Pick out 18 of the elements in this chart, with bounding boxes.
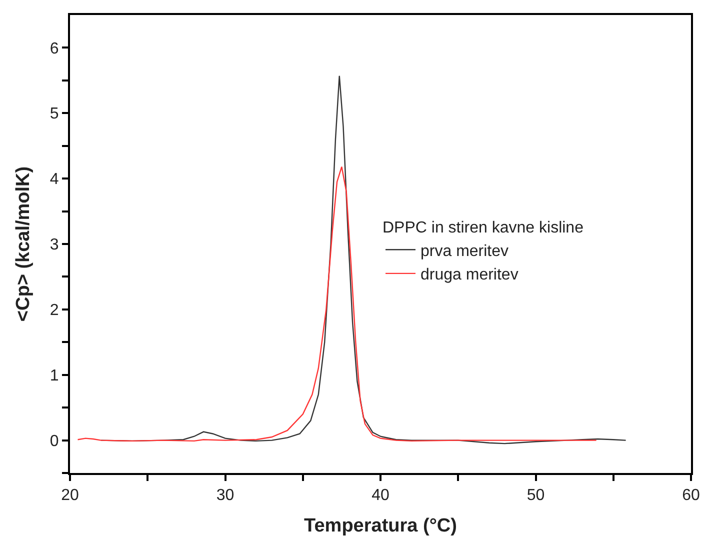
x-tick-label: 30 (216, 487, 234, 504)
legend-title: DPPC in stiren kavne kisline (382, 220, 584, 237)
y-tick-label: 2 (50, 302, 59, 320)
y-tick-label: 1 (50, 367, 59, 384)
y-tick-label: 5 (50, 106, 59, 123)
y-tick-label: 4 (50, 171, 59, 188)
y-tick-label: 0 (50, 432, 59, 450)
y-tick-label: 6 (50, 40, 59, 58)
x-tick-label: 20 (61, 487, 79, 504)
legend-label: prva meritev (420, 242, 509, 260)
legend-label: druga meritev (420, 266, 518, 284)
line-series (77, 166, 597, 442)
y-tick-label: 3 (50, 236, 59, 254)
y-axis-title: <Cp> (kcal/molK) (13, 166, 34, 322)
x-tick-label: 40 (372, 487, 390, 504)
x-axis-title: Temperatura (°C) (304, 516, 457, 536)
x-tick-label: 50 (526, 487, 545, 504)
x-tick-label: 60 (682, 487, 700, 504)
